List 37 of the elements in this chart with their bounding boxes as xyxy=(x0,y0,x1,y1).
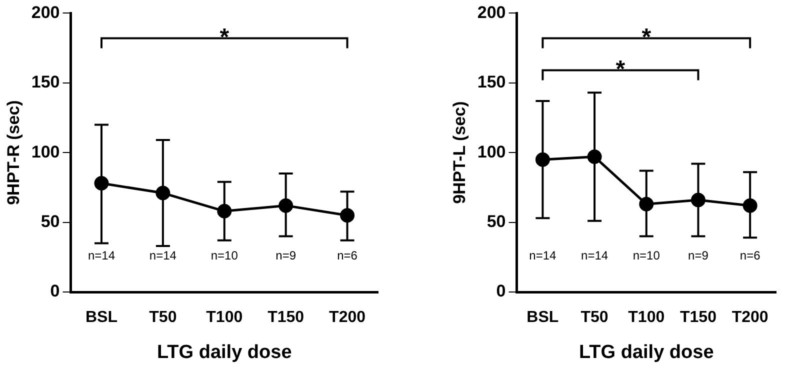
annotation: n=6 xyxy=(337,248,358,262)
x-tick-label: T150 xyxy=(268,309,304,326)
x-tick-label: T50 xyxy=(149,309,177,326)
annotation: n=10 xyxy=(210,248,238,262)
x-axis-title: LTG daily dose xyxy=(578,342,714,363)
y-axis-title: 9HPT-L (sec) xyxy=(450,101,469,204)
y-axis-title: 9HPT-R (sec) xyxy=(4,100,23,206)
x-axis-title: LTG daily dose xyxy=(156,342,292,363)
y-tick-label: 200 xyxy=(477,2,506,22)
x-tick-label: T200 xyxy=(329,309,366,326)
annotation: n=14 xyxy=(88,248,116,262)
annotation: n=14 xyxy=(581,248,608,262)
x-tick-label: BSL xyxy=(526,309,559,326)
x-tick-label: T50 xyxy=(580,309,608,326)
annotation: n=14 xyxy=(149,248,177,262)
x-tick-label: BSL xyxy=(85,309,118,326)
annotation: n=14 xyxy=(529,248,557,262)
y-tick-label: 150 xyxy=(477,72,506,92)
annotation: * xyxy=(616,56,626,83)
annotation: n=9 xyxy=(276,248,296,262)
annotation: n=10 xyxy=(632,248,660,262)
y-tick-label: 100 xyxy=(477,142,506,162)
x-tick-label: T100 xyxy=(206,309,243,326)
y-tick-label: 200 xyxy=(31,2,60,22)
y-tick-label: 150 xyxy=(31,72,60,92)
y-tick-label: 100 xyxy=(31,142,60,162)
y-tick-label: 50 xyxy=(40,212,60,231)
annotation: n=9 xyxy=(688,248,709,262)
y-tick-label: 0 xyxy=(50,282,60,301)
x-tick-label: T200 xyxy=(732,309,768,326)
x-tick-label: T100 xyxy=(628,309,665,326)
y-tick-label: 0 xyxy=(496,282,506,301)
annotation: * xyxy=(642,24,652,51)
annotation: n=6 xyxy=(740,248,761,262)
x-tick-label: T150 xyxy=(680,309,717,326)
annotation: * xyxy=(220,24,230,51)
y-tick-label: 50 xyxy=(486,212,506,231)
